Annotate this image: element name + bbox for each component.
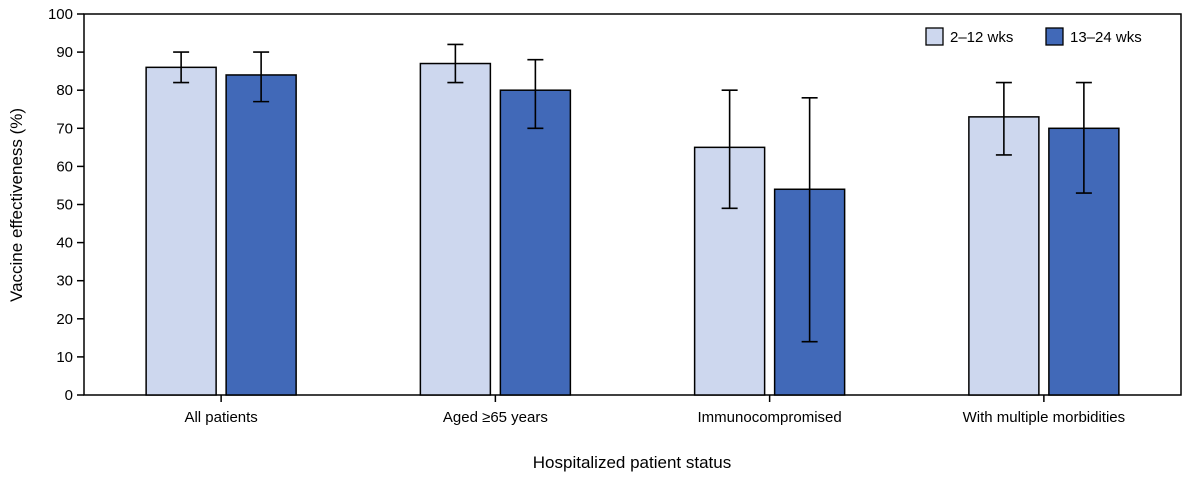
y-axis-title: Vaccine effectiveness (%) <box>7 108 26 302</box>
bar <box>499 89 572 396</box>
bar <box>968 116 1040 396</box>
x-axis-title: Hospitalized patient status <box>533 453 731 472</box>
x-category-label: Immunocompromised <box>698 409 842 426</box>
y-tick-label: 20 <box>56 311 73 328</box>
bar <box>225 74 297 396</box>
legend-label: 2–12 wks <box>950 29 1013 46</box>
y-tick-label: 30 <box>56 273 73 290</box>
y-tick-label: 50 <box>56 197 73 214</box>
legend-swatch <box>925 27 944 46</box>
x-category-label: Aged ≥65 years <box>443 409 548 426</box>
y-tick-label: 70 <box>56 120 73 137</box>
bar <box>145 66 217 396</box>
x-category-label: All patients <box>184 409 257 426</box>
legend-swatch <box>1045 27 1064 46</box>
legend-label: 13–24 wks <box>1070 29 1142 46</box>
y-tick-label: 40 <box>56 235 73 252</box>
bar <box>419 62 492 396</box>
y-tick-label: 100 <box>48 6 73 23</box>
legend: 2–12 wks 13–24 wks <box>925 27 1142 46</box>
y-tick-label: 10 <box>56 349 73 366</box>
y-tick-label: 60 <box>56 158 73 175</box>
y-tick-label: 0 <box>65 387 73 404</box>
y-tick-label: 80 <box>56 82 73 99</box>
x-category-label: With multiple morbidities <box>963 409 1126 426</box>
y-tick-label: 90 <box>56 44 73 61</box>
